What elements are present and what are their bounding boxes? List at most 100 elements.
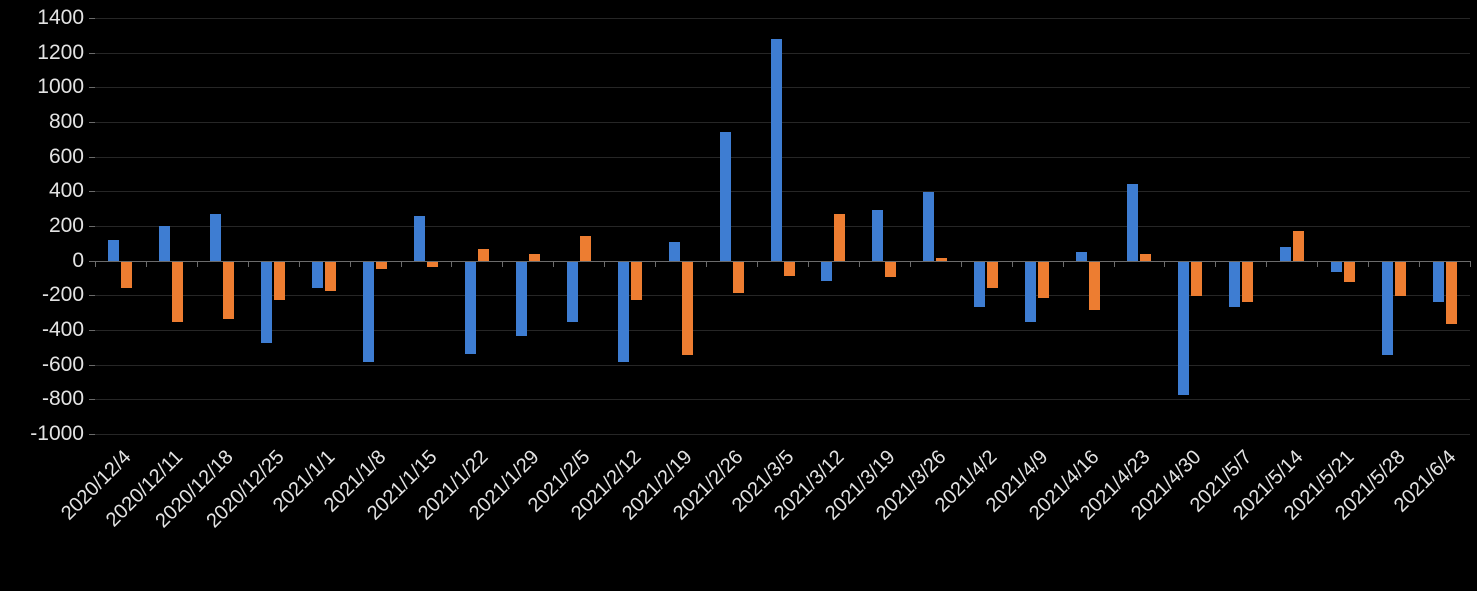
y-axis-label: 1000 <box>37 75 84 99</box>
gridline <box>95 156 1470 158</box>
y-axis-label: 1400 <box>37 6 84 29</box>
category-axis-tick <box>1470 260 1471 267</box>
gridline <box>95 399 1470 401</box>
y-axis-label: -1000 <box>30 422 84 445</box>
bar-series-1-blue <box>159 226 171 261</box>
bar-series-1-blue <box>821 261 833 281</box>
category-axis-tick <box>1215 260 1217 267</box>
category-axis-tick <box>1011 260 1013 267</box>
bar-series-1-blue <box>464 261 476 354</box>
category-axis-tick <box>95 260 96 267</box>
y-axis-tick <box>89 122 95 123</box>
bar-series-1-blue <box>261 261 273 344</box>
category-axis-tick <box>909 260 911 267</box>
gridline <box>95 330 1470 331</box>
bar-series-2-orange <box>1241 261 1253 302</box>
bar-series-1-blue <box>566 261 578 323</box>
bar-series-2-orange <box>732 261 744 293</box>
y-axis-label: 1200 <box>37 40 84 64</box>
category-axis-tick <box>451 260 453 267</box>
y-axis-tick <box>89 87 95 89</box>
bar-series-2-orange <box>987 261 999 288</box>
bar-series-1-blue <box>1177 261 1189 396</box>
bar-series-1-blue <box>363 261 375 363</box>
bar-series-1-blue <box>719 132 731 261</box>
bar-series-2-orange <box>376 261 388 269</box>
category-axis-tick <box>1062 260 1064 267</box>
category-axis-tick <box>247 260 249 267</box>
category-axis-tick <box>1368 260 1370 267</box>
category-axis-tick <box>196 260 198 267</box>
bar-series-2-orange <box>223 261 235 319</box>
bar-series-1-blue <box>1025 261 1037 323</box>
bar-series-2-orange <box>681 261 693 356</box>
bar-series-1-blue <box>414 215 426 261</box>
y-axis-tick <box>89 364 95 366</box>
y-axis-label: -800 <box>41 387 84 411</box>
bar-series-2-orange <box>274 261 286 300</box>
bar-series-2-orange <box>579 236 591 261</box>
category-axis-tick <box>604 260 606 267</box>
bar-series-1-blue <box>108 239 120 261</box>
gridline <box>95 122 1470 123</box>
bar-series-1-blue <box>1432 261 1444 302</box>
category-axis-tick <box>502 260 504 267</box>
bar-series-1-blue <box>210 213 222 261</box>
bar-series-2-orange <box>1445 261 1457 325</box>
zero-axis-line <box>95 260 1470 262</box>
category-axis-tick <box>553 260 555 267</box>
y-axis-tick <box>89 52 95 54</box>
category-axis-tick <box>655 260 657 267</box>
gridline <box>95 226 1470 227</box>
y-axis-label: -200 <box>41 283 84 307</box>
gridline <box>95 18 1470 19</box>
y-axis-tick <box>89 226 95 227</box>
bar-series-2-orange <box>1038 261 1050 299</box>
bar-series-2-orange <box>1343 261 1355 283</box>
bar-series-2-orange <box>172 261 184 323</box>
bar-series-2-orange <box>528 253 540 261</box>
category-axis-tick <box>1419 260 1421 267</box>
y-axis-tick <box>89 330 95 331</box>
y-axis-label: -600 <box>41 352 84 376</box>
gridline <box>95 52 1470 54</box>
bar-series-2-orange <box>121 261 133 288</box>
bar-series-1-blue <box>668 241 680 261</box>
y-axis-label: 0 <box>72 248 84 272</box>
bar-series-2-orange <box>630 261 642 300</box>
category-axis-tick <box>960 260 962 267</box>
plot-area <box>95 18 1471 435</box>
bar-series-1-blue <box>312 261 324 288</box>
bar-series-2-orange <box>1190 261 1202 297</box>
y-axis-label: 200 <box>48 214 84 237</box>
bar-series-1-blue <box>1228 261 1240 307</box>
y-axis-tick <box>89 399 95 401</box>
y-axis-tick <box>89 156 95 158</box>
bar-series-2-orange <box>1394 261 1406 297</box>
bar-series-2-orange <box>1139 253 1151 261</box>
bar-series-2-orange <box>783 261 795 276</box>
category-axis-tick <box>400 260 402 267</box>
y-axis-tick <box>89 18 95 19</box>
category-axis-tick <box>298 260 300 267</box>
category-axis-tick <box>1317 260 1319 267</box>
category-axis-tick <box>1164 260 1166 267</box>
bar-series-2-orange <box>885 261 897 278</box>
bar-series-1-blue <box>617 261 629 363</box>
bar-series-1-blue <box>1279 246 1291 261</box>
bar-series-1-blue <box>515 261 527 337</box>
y-axis-tick <box>89 191 95 193</box>
gridline <box>95 295 1470 297</box>
gridline <box>95 434 1470 435</box>
y-axis-label: -400 <box>41 318 84 341</box>
bar-series-1-blue <box>974 261 986 307</box>
y-axis-tick <box>89 260 95 262</box>
category-axis-tick <box>145 260 147 267</box>
bar-series-1-blue <box>1126 184 1138 261</box>
bar-series-1-blue <box>770 38 782 261</box>
bar-series-1-blue <box>923 192 935 261</box>
bar-series-2-orange <box>834 213 846 261</box>
category-axis-tick <box>1266 260 1268 267</box>
bar-series-2-orange <box>936 258 948 261</box>
